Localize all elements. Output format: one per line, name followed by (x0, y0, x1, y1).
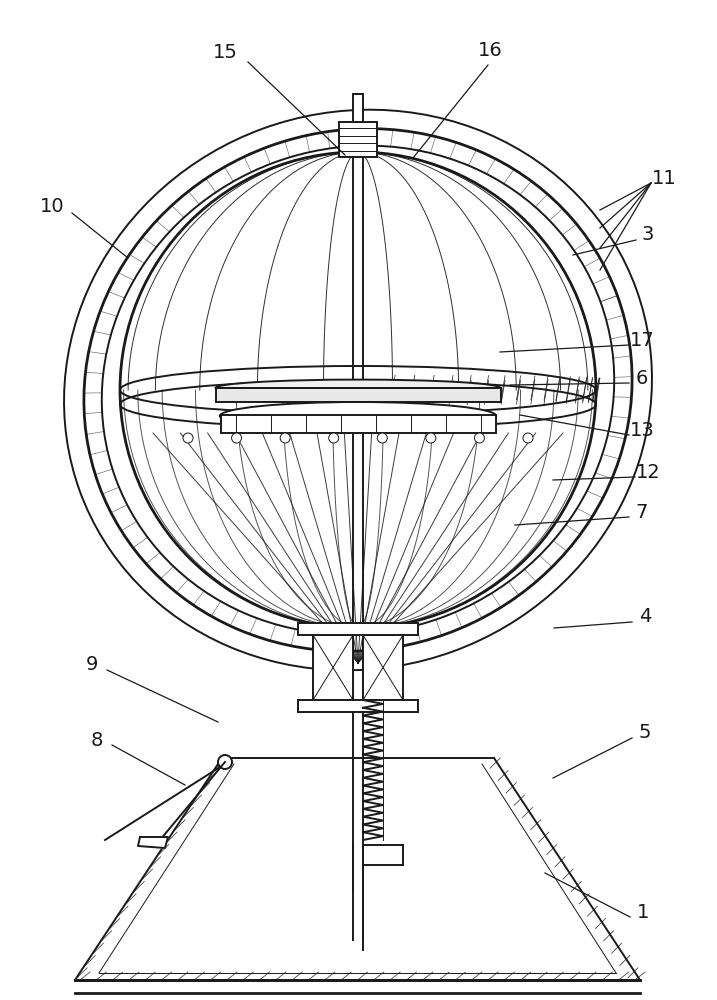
Text: 16: 16 (478, 40, 503, 60)
Circle shape (328, 433, 338, 443)
Circle shape (426, 433, 436, 443)
Bar (353, 94, 363, 122)
Text: 1: 1 (637, 902, 649, 922)
Text: 13: 13 (630, 420, 655, 440)
Text: 11: 11 (652, 168, 676, 188)
Text: 15: 15 (212, 42, 237, 62)
Circle shape (183, 433, 193, 443)
Text: 7: 7 (636, 502, 648, 522)
Bar (221, 415, 495, 433)
Circle shape (377, 433, 387, 443)
Text: 17: 17 (630, 330, 655, 350)
Text: 4: 4 (639, 607, 651, 626)
Bar (339, 122, 377, 157)
Text: 8: 8 (91, 730, 103, 750)
Ellipse shape (216, 380, 500, 396)
Polygon shape (138, 837, 168, 848)
Bar (216, 388, 500, 402)
Bar (298, 623, 418, 635)
Bar (298, 700, 418, 712)
Text: 9: 9 (86, 656, 98, 674)
Text: 6: 6 (636, 368, 648, 387)
Ellipse shape (120, 152, 596, 628)
Text: 10: 10 (39, 198, 65, 217)
Circle shape (523, 433, 533, 443)
Text: 12: 12 (636, 462, 660, 482)
Bar (363, 635, 403, 700)
Ellipse shape (220, 402, 496, 430)
Text: 3: 3 (642, 226, 654, 244)
Bar (313, 635, 353, 700)
Text: 5: 5 (639, 724, 651, 742)
Circle shape (232, 433, 242, 443)
Circle shape (475, 433, 485, 443)
Circle shape (218, 755, 232, 769)
Circle shape (280, 433, 290, 443)
